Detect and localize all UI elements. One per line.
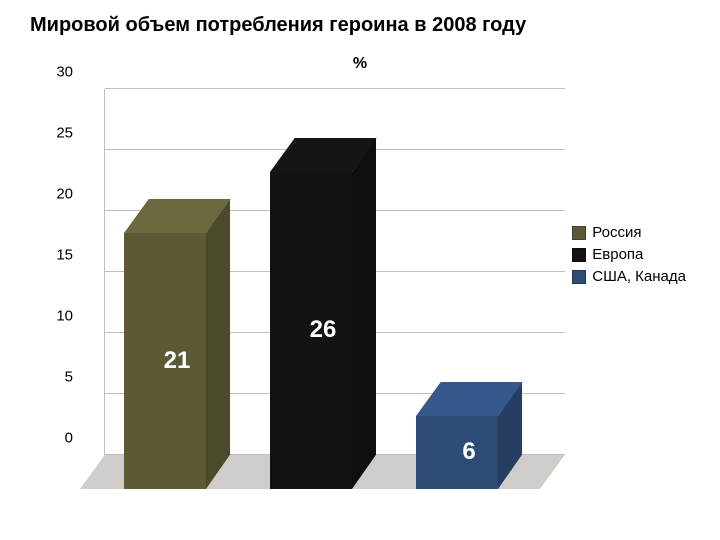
legend-item: Россия (572, 224, 686, 241)
bar-value-label: 6 (428, 438, 510, 466)
y-tick-label: 20 (56, 186, 105, 203)
legend-swatch (572, 226, 586, 240)
y-tick-label: 15 (56, 247, 105, 264)
legend-swatch (572, 248, 586, 262)
bar-value-label: 26 (282, 316, 364, 344)
legend-label: Европа (592, 246, 643, 263)
legend-item: Европа (572, 246, 686, 263)
bar-value-label: 21 (136, 347, 218, 375)
chart-title: % (30, 55, 690, 73)
bar-3: 6 (416, 416, 498, 489)
slide: Мировой объем потребления героина в 2008… (0, 0, 720, 540)
legend-swatch (572, 270, 586, 284)
legend-label: США, Канада (592, 268, 686, 285)
bar-2: 26 (270, 172, 352, 489)
grid-line (105, 88, 565, 89)
page-title: Мировой объем потребления героина в 2008… (30, 14, 700, 37)
legend-item: США, Канада (572, 268, 686, 285)
legend-label: Россия (592, 224, 641, 241)
chart-frame: % 051015202530 21266 РоссияЕвропаСША, Ка… (30, 49, 690, 509)
y-tick-label: 25 (56, 125, 105, 142)
y-tick-label: 0 (65, 430, 105, 447)
y-tick-label: 30 (56, 64, 105, 81)
chart-legend: Россия Европа США, Канада (572, 219, 686, 290)
bar-1: 21 (124, 233, 206, 489)
y-tick-label: 5 (65, 369, 105, 386)
bar-side (206, 199, 230, 489)
y-tick-label: 10 (56, 308, 105, 325)
chart-plot: 051015202530 21266 (80, 89, 540, 489)
bar-side (352, 138, 376, 489)
